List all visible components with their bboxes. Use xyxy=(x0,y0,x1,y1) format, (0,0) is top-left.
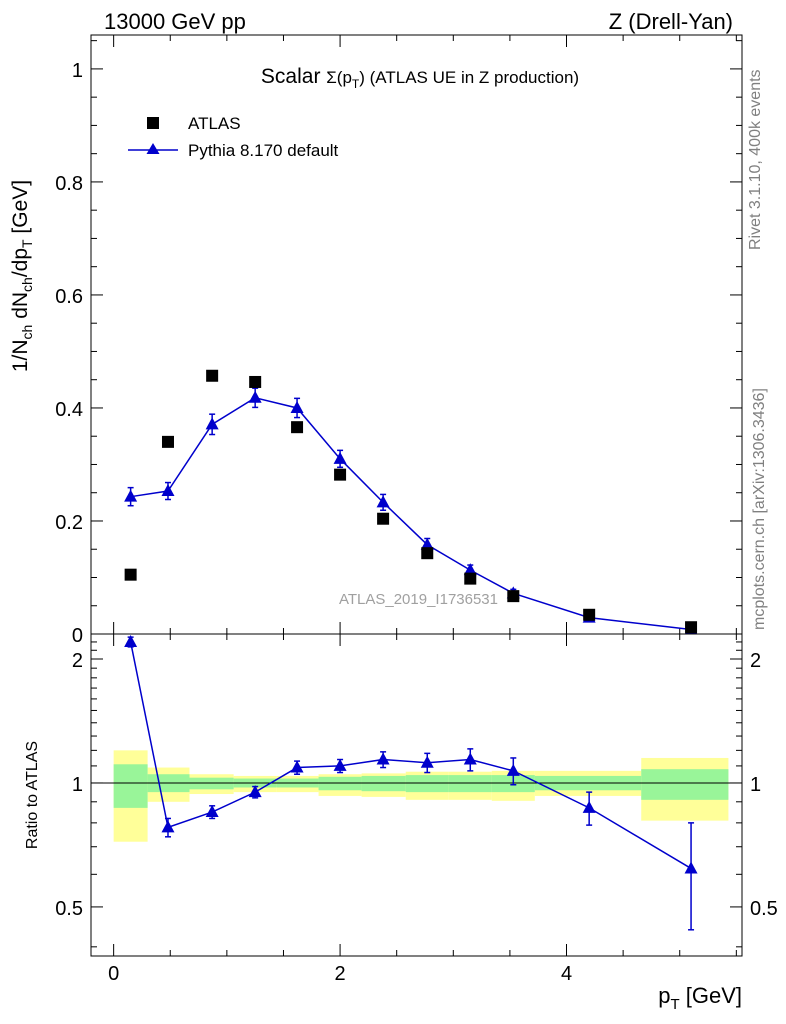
pythia-point xyxy=(124,489,138,502)
ratio-point xyxy=(376,752,390,765)
main-ticks: 0 0.2 0.4 0.6 0.8 1 xyxy=(55,35,742,647)
ratio-ytick-label-right: 0.5 xyxy=(750,898,778,920)
ratio-ylabel: Ratio to ATLAS xyxy=(24,741,41,849)
pythia-point xyxy=(463,563,477,576)
atlas-point xyxy=(583,608,596,621)
ratio-ticks: 0.5 0.5 1 1 2 2 0 2 4 xyxy=(55,634,778,985)
main-panel: 0 0.2 0.4 0.6 0.8 1 ATLAS_2019_I1736531 Scala… xyxy=(9,34,743,647)
pythia-point xyxy=(290,400,304,413)
title-sigma: Σ(p xyxy=(326,68,352,87)
pythia-point xyxy=(333,451,347,464)
title-close: ) xyxy=(359,68,365,87)
ratio-point xyxy=(333,758,347,771)
atlas-point xyxy=(161,435,174,448)
ratio-bands xyxy=(113,750,729,842)
ratio-band-green xyxy=(361,775,406,792)
ratio-band-green xyxy=(448,775,492,793)
ylabel-b: dN xyxy=(9,292,32,325)
rivet-label: Rivet 3.1.10, 400k events xyxy=(747,69,764,250)
ratio-ytick-label: 2 xyxy=(72,650,83,672)
main-ytick-label: 0.6 xyxy=(55,286,83,308)
ratio-band-green xyxy=(641,769,729,800)
mcplots-label: mcplots.cern.ch [arXiv:1306.3436] xyxy=(751,388,768,630)
ratio-point xyxy=(463,752,477,765)
xtick-label: 4 xyxy=(561,963,572,985)
ratio-band-green xyxy=(189,777,234,790)
legend: ATLAS Pythia 8.170 default xyxy=(128,114,339,160)
main-ytick-label: 0 xyxy=(72,625,83,647)
atlas-point xyxy=(377,512,390,525)
xtick-label: 0 xyxy=(108,963,119,985)
ratio-ytick-label-right: 1 xyxy=(750,774,761,796)
ylabel-c: /dp xyxy=(9,248,32,277)
atlas-point xyxy=(124,568,137,581)
legend-pythia-label: Pythia 8.170 default xyxy=(188,141,339,160)
title-main: Scalar xyxy=(261,65,326,88)
ratio-frame xyxy=(90,633,743,957)
atlas-point xyxy=(685,621,698,634)
ratio-point xyxy=(290,760,304,773)
main-ytick-label: 0.2 xyxy=(55,512,83,534)
title-rest: (ATLAS UE in Z production) xyxy=(365,68,579,87)
ratio-band-green xyxy=(405,775,449,793)
ratio-ytick-label: 1 xyxy=(72,774,83,796)
xlabel-sub: T xyxy=(670,996,679,1013)
watermark: ATLAS_2019_I1736531 xyxy=(339,591,498,608)
ratio-panel: 0.5 0.5 1 1 2 2 0 2 4 Ratio to ATLAS pT [GeV] xyxy=(24,633,778,1013)
header-right: Z (Drell-Yan) xyxy=(609,9,733,34)
main-ytick-label: 1 xyxy=(72,60,83,82)
xlabel-unit: [GeV] xyxy=(680,983,742,1008)
atlas-series xyxy=(124,369,698,634)
ratio-point xyxy=(248,785,262,798)
pythia-point xyxy=(376,495,390,508)
xlabel-main: p xyxy=(658,983,670,1008)
pythia-line xyxy=(130,396,692,631)
ylabel-d: [GeV] xyxy=(9,180,32,240)
ylabel-a: 1/N xyxy=(9,339,32,372)
xtick-label: 2 xyxy=(335,963,346,985)
main-ytick-label: 0.4 xyxy=(55,399,83,421)
chart-title: Scalar Σ(pT) (ATLAS UE in Z production) xyxy=(261,65,579,91)
atlas-point xyxy=(206,369,219,382)
ratio-band-green xyxy=(113,764,148,808)
header-left: 13000 GeV pp xyxy=(104,9,246,34)
ratio-ytick-label-right: 2 xyxy=(750,650,761,672)
ratio-point xyxy=(124,634,138,647)
ylabel-b-sub: ch xyxy=(19,277,35,292)
ylabel-a-sub: ch xyxy=(19,325,35,340)
ratio-point xyxy=(506,763,520,776)
legend-atlas-marker xyxy=(147,117,159,129)
atlas-point xyxy=(334,468,347,481)
ratio-point xyxy=(420,755,434,768)
main-ytick-label: 0.8 xyxy=(55,173,83,195)
ratio-ytick-label: 0.5 xyxy=(55,898,83,920)
x-axis-label: pT [GeV] xyxy=(658,983,742,1013)
ratio-point xyxy=(582,800,596,813)
atlas-point xyxy=(507,590,520,603)
atlas-point xyxy=(291,421,304,434)
pythia-point xyxy=(205,417,219,430)
title-sub: T xyxy=(352,77,360,91)
legend-pythia-marker xyxy=(146,143,160,154)
legend-atlas-label: ATLAS xyxy=(188,114,241,133)
pythia-point xyxy=(161,484,175,497)
pythia-point xyxy=(420,537,434,550)
pythia-point xyxy=(248,390,262,403)
ratio-pythia-series xyxy=(124,634,698,931)
main-ylabel: 1/Nch dNch/dpT [GeV] xyxy=(9,180,35,372)
ratio-line xyxy=(129,641,692,870)
atlas-point xyxy=(249,375,262,388)
atlas-point xyxy=(421,547,434,560)
ratio-point xyxy=(205,805,219,818)
atlas-point xyxy=(464,572,477,585)
ylabel-c-sub: T xyxy=(19,239,35,248)
ratio-point xyxy=(161,820,175,833)
ratio-band-green xyxy=(318,776,362,791)
ratio-point xyxy=(684,861,698,874)
